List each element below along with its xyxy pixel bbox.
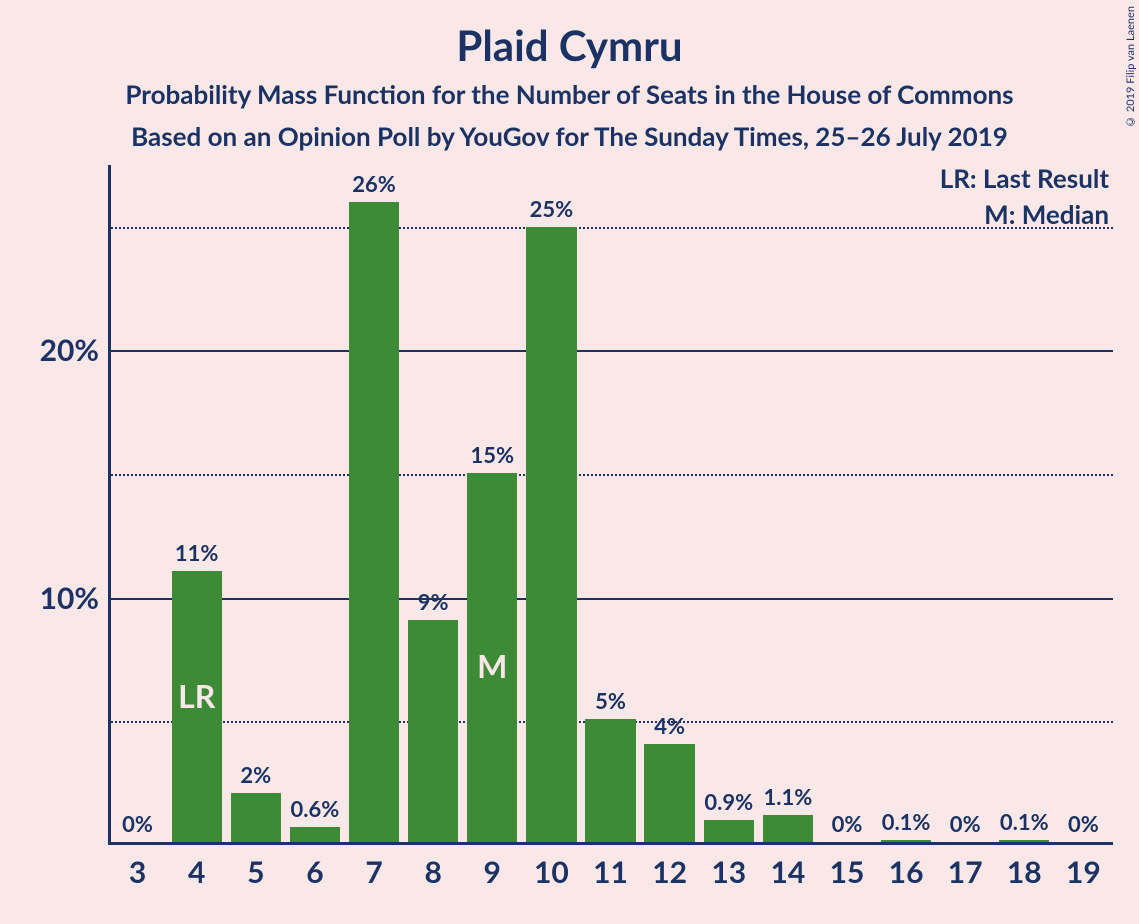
bar-value-label: 0% — [950, 810, 981, 837]
x-axis-label: 14 — [770, 854, 805, 890]
bar-value-label: 0.6% — [291, 795, 340, 822]
y-axis-line — [108, 165, 111, 845]
copyright-text: © 2019 Filip van Laenen — [1124, 6, 1137, 128]
bar-value-label: 4% — [654, 712, 685, 739]
chart-subtitle-1: Probability Mass Function for the Number… — [0, 78, 1139, 110]
bar-value-label: 1.1% — [763, 783, 812, 810]
bar-value-label: 25% — [530, 195, 574, 222]
bar-value-label: 0% — [832, 810, 863, 837]
bar-value-label: 5% — [595, 687, 626, 714]
bar-value-label: 0.1% — [1000, 808, 1049, 835]
x-axis-label: 7 — [365, 854, 382, 890]
gridline-minor — [111, 227, 1113, 229]
x-axis-label: 11 — [593, 854, 628, 890]
y-axis-label: 10% — [40, 580, 99, 616]
x-axis-label: 13 — [711, 854, 746, 890]
bar — [349, 202, 399, 842]
bar-value-label: 15% — [470, 441, 514, 468]
bar — [999, 840, 1049, 842]
bar — [231, 793, 281, 842]
x-axis-label: 9 — [484, 854, 501, 890]
x-axis-label: 3 — [129, 854, 146, 890]
x-axis-label: 4 — [188, 854, 205, 890]
gridline-major — [111, 350, 1113, 352]
x-axis-label: 8 — [424, 854, 441, 890]
x-axis-label: 12 — [652, 854, 687, 890]
y-axis-label: 20% — [40, 332, 99, 368]
bar-value-label: 9% — [418, 588, 449, 615]
x-axis-label: 6 — [306, 854, 323, 890]
bar-value-label: 0.9% — [704, 788, 753, 815]
x-axis-line — [108, 842, 1113, 845]
gridline-major — [111, 598, 1113, 600]
chart-title: Plaid Cymru — [0, 20, 1139, 70]
bar-value-label: 0.1% — [882, 808, 931, 835]
last-result-marker: LR — [178, 676, 215, 715]
x-axis-label: 16 — [889, 854, 924, 890]
x-axis-label: 17 — [948, 854, 983, 890]
bar-value-label: 2% — [240, 761, 271, 788]
bar — [585, 719, 635, 842]
bar — [290, 827, 340, 842]
bar-value-label: 26% — [352, 170, 396, 197]
x-axis-label: 15 — [830, 854, 865, 890]
bar-value-label: 11% — [175, 539, 219, 566]
bar — [408, 620, 458, 842]
median-marker: M — [477, 646, 507, 685]
bar — [881, 840, 931, 842]
bar-value-label: 0% — [1068, 810, 1099, 837]
x-axis-label: 19 — [1066, 854, 1101, 890]
bar — [763, 815, 813, 842]
gridline-minor — [111, 474, 1113, 476]
chart-container: Plaid Cymru Probability Mass Function fo… — [0, 0, 1139, 924]
x-axis-label: 5 — [247, 854, 264, 890]
plot-area: 0%311%42%50.6%626%79%815%925%105%114%120… — [108, 165, 1113, 845]
bar — [704, 820, 754, 842]
bar — [644, 744, 694, 842]
chart-subtitle-2: Based on an Opinion Poll by YouGov for T… — [0, 120, 1139, 152]
x-axis-label: 10 — [534, 854, 569, 890]
bar-value-label: 0% — [122, 810, 153, 837]
bar — [526, 227, 576, 842]
x-axis-label: 18 — [1007, 854, 1042, 890]
